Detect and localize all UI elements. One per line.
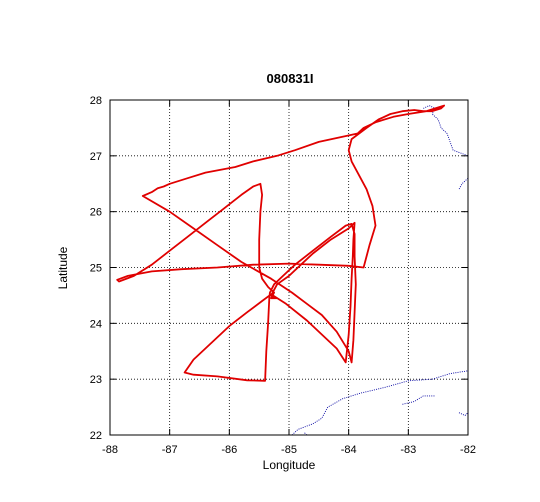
y-tick-label: 24: [90, 318, 102, 330]
coastlines: [291, 105, 469, 436]
coastline-florida-west-coast: [423, 105, 469, 157]
x-tick-label: -85: [281, 444, 297, 456]
x-tick-labels: -88 -87 -86 -85 -84 -83 -82: [102, 444, 476, 456]
coastline-florida-coast-lower: [458, 177, 469, 190]
x-axis-label: Longitude: [263, 458, 316, 472]
y-tick-label: 23: [90, 374, 102, 386]
track-layer: [116, 104, 446, 382]
x-tick-label: -83: [400, 444, 416, 456]
y-tick-labels: 22 23 24 25 26 27 28: [90, 95, 102, 442]
coastline-cuba-north-coast: [291, 370, 469, 436]
grid-lines: [110, 100, 468, 435]
y-tick-label: 26: [90, 207, 102, 219]
y-tick-label: 22: [90, 430, 102, 442]
x-tick-label: -87: [162, 444, 178, 456]
x-tick-label: -88: [102, 444, 118, 456]
y-tick-label: 28: [90, 95, 102, 107]
x-tick-label: -86: [221, 444, 237, 456]
coastline-isla-juventud: [458, 412, 469, 417]
plot-frame: [109, 99, 469, 436]
x-tick-label: -82: [460, 444, 476, 456]
coastline-cuba-inner-coast: [402, 395, 436, 405]
flight-track-line: [116, 104, 446, 382]
y-tick-label: 27: [90, 151, 102, 163]
axis-ticks: [109, 99, 469, 436]
plot-title: 080831I: [267, 71, 314, 86]
y-axis-label: Latitude: [56, 246, 70, 289]
x-tick-label: -84: [341, 444, 357, 456]
y-tick-label: 25: [90, 263, 102, 275]
